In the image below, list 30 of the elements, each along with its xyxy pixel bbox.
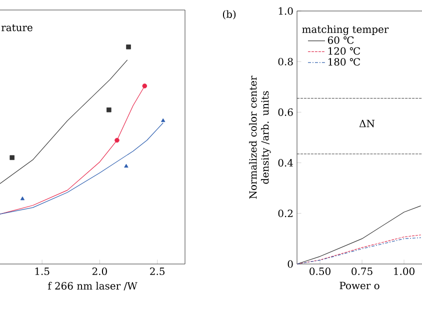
text: (b) bbox=[222, 10, 236, 20]
y-tick-label: 0 bbox=[288, 260, 293, 268]
x-tick-label: 0.50 bbox=[310, 268, 330, 276]
point bbox=[142, 84, 148, 88]
x-tick-label: 1.5 bbox=[35, 268, 50, 276]
point bbox=[124, 164, 128, 168]
y-tick-label: 1.0 bbox=[278, 7, 293, 15]
y-tick-label: 0.4 bbox=[278, 159, 293, 167]
legend-label: 60 ℃ bbox=[328, 36, 354, 44]
legend-title: matching temper bbox=[302, 25, 389, 36]
point bbox=[114, 138, 120, 143]
text: rature bbox=[1, 24, 32, 32]
x-tick-label: 2.5 bbox=[150, 268, 164, 276]
point bbox=[126, 44, 131, 50]
point bbox=[106, 107, 112, 112]
legend-label: 180 ℃ bbox=[328, 58, 360, 66]
legend-label: 120 ℃ bbox=[328, 47, 360, 55]
x-tick-label: 0.75 bbox=[352, 268, 372, 276]
y-tick-label: 0.8 bbox=[278, 58, 293, 66]
annotation: ΔN bbox=[359, 120, 375, 128]
y-tick-label: 0.6 bbox=[278, 108, 293, 116]
y-axis-title: Normalized color center density /arb. units bbox=[249, 76, 271, 199]
y-tick-label: 0.2 bbox=[278, 210, 293, 218]
x-axis-title: f 266 nm laser /W bbox=[48, 282, 138, 290]
point bbox=[161, 118, 166, 122]
point bbox=[10, 155, 14, 160]
x-tick-label: 2.0 bbox=[92, 268, 107, 276]
x-axis-title: Power o bbox=[340, 282, 380, 290]
point bbox=[20, 196, 25, 200]
x-tick-label: 1.00 bbox=[394, 268, 414, 276]
